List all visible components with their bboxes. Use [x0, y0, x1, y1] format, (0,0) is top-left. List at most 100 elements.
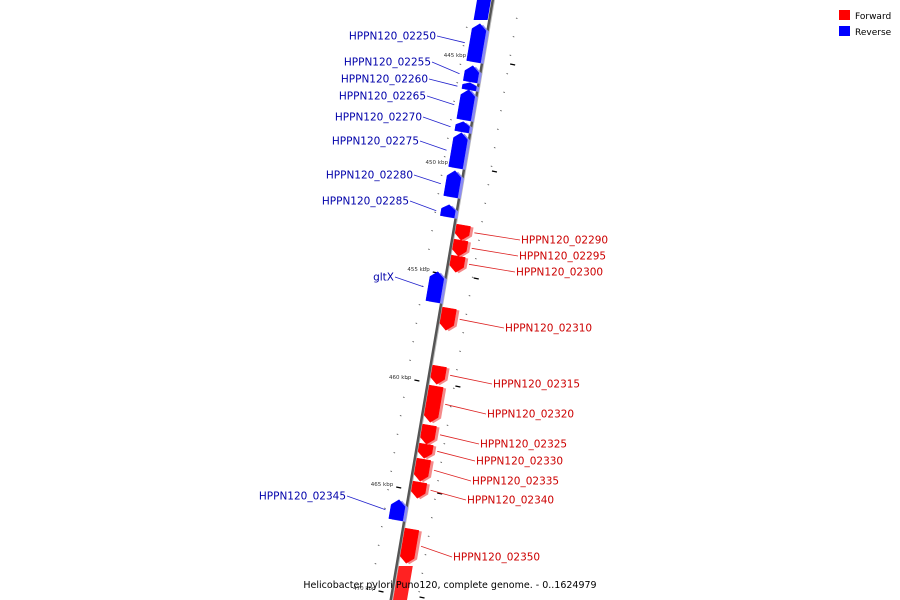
ruler-minor-tick: [428, 248, 430, 250]
gene-arrow-partial-top: [473, 0, 492, 20]
gene-label-hppn120_02255: HPPN120_02255: [344, 57, 431, 69]
ruler-minor-tick: [478, 239, 480, 241]
gene-arrow-hppn120_02350: [399, 527, 420, 564]
ruler-minor-tick: [459, 350, 461, 352]
gene-leader-line: [430, 489, 467, 501]
ruler-minor-tick: [393, 452, 396, 454]
gene-arrow-hppn120_02325: [420, 423, 437, 445]
ruler-minor-tick: [456, 82, 459, 84]
ruler-minor-tick: [387, 489, 389, 491]
gene-arrow-hppn120_02280: [443, 170, 462, 199]
ruler-minor-tick: [452, 387, 455, 389]
ruler-minor-tick: [437, 193, 440, 195]
gene-label-hppn120_02345: HPPN120_02345: [259, 491, 346, 503]
gene-label-hppn120_02315: HPPN120_02315: [493, 379, 580, 391]
ruler-minor-tick: [490, 165, 493, 167]
ruler-minor-tick: [396, 433, 399, 435]
ruler-kbp-label: 465 kbp: [371, 482, 394, 488]
ruler-minor-tick: [484, 202, 487, 204]
ruler-major-tick: [437, 492, 443, 495]
ruler-major-tick: [378, 590, 384, 593]
gene-label-hppn120_02250: HPPN120_02250: [349, 31, 436, 43]
gene-arrow-hppn120_02320: [423, 384, 444, 423]
ruler-major-tick: [455, 385, 461, 388]
gene-arrow-hppn120_02335: [413, 457, 432, 482]
gene-leader-line: [419, 140, 447, 151]
ruler-minor-tick: [449, 406, 452, 408]
ruler-minor-tick: [509, 54, 512, 56]
ruler-minor-tick: [500, 110, 502, 112]
gene-leader-line: [437, 450, 476, 462]
ruler-minor-tick: [406, 378, 408, 380]
ruler-minor-tick: [424, 267, 427, 269]
ruler-minor-tick: [465, 26, 468, 28]
ruler-major-tick: [510, 63, 516, 66]
ruler-kbp-label: 460 kbp: [389, 375, 412, 381]
gene-leader-line: [433, 469, 472, 482]
gene-leader-line: [413, 174, 441, 185]
ruler-major-tick: [491, 170, 498, 173]
gene-leader-line: [422, 116, 451, 128]
gene-label-gltx: gltX: [373, 272, 394, 284]
ruler-major-tick: [473, 277, 479, 280]
gene-label-hppn120_02265: HPPN120_02265: [339, 91, 426, 103]
ruler-minor-tick: [434, 498, 436, 500]
gene-arrow-hppn120_02345: [388, 499, 406, 522]
ruler-minor-tick: [434, 211, 437, 213]
gene-leader-line: [459, 318, 505, 329]
ruler-minor-tick: [440, 461, 443, 463]
ruler-minor-tick: [493, 147, 496, 149]
gene-arrow-hppn120_02295: [452, 238, 469, 257]
gene-label-hppn120_02280: HPPN120_02280: [326, 170, 413, 182]
gene-label-hppn120_02285: HPPN120_02285: [322, 196, 409, 208]
ruler-minor-tick: [512, 36, 515, 38]
ruler-minor-tick: [437, 480, 439, 482]
gene-arrow-hppn120_02315: [430, 364, 447, 385]
gene-arrow-hppn120_02285: [440, 204, 456, 219]
gene-label-hppn120_02320: HPPN120_02320: [487, 409, 574, 421]
ruler-minor-tick: [465, 313, 468, 315]
ruler-minor-tick: [471, 276, 474, 278]
ruler-minor-tick: [443, 156, 446, 158]
gene-label-hppn120_02290: HPPN120_02290: [521, 235, 608, 247]
gene-leader-line: [420, 545, 453, 558]
ruler-minor-tick: [421, 572, 424, 574]
gene-arrow-hppn120_02300: [449, 254, 466, 273]
ruler-minor-tick: [459, 63, 462, 65]
ruler-minor-tick: [431, 230, 433, 232]
ruler-major-tick: [396, 486, 402, 489]
genome-backbone-shadow: [391, 0, 496, 600]
ruler-minor-tick: [446, 424, 449, 426]
ruler-minor-tick: [377, 544, 380, 546]
gene-arrow-hppn120_02265: [456, 89, 475, 122]
ruler-minor-tick: [418, 304, 421, 306]
gene-label-hppn120_02310: HPPN120_02310: [505, 323, 592, 335]
ruler-minor-tick: [390, 470, 393, 472]
gene-arrow-hppn120_02275: [448, 132, 468, 170]
gene-arrow-partial-bottom: [393, 566, 413, 600]
ruler-minor-tick: [440, 174, 443, 176]
gene-leader-line: [409, 200, 437, 212]
gene-arrow-gltx: [425, 271, 445, 304]
gene-label-hppn120_02275: HPPN120_02275: [332, 136, 419, 148]
gene-label-hppn120_02270: HPPN120_02270: [335, 112, 422, 124]
ruler-minor-tick: [462, 45, 465, 47]
ruler-minor-tick: [456, 369, 458, 371]
gene-arrow-hppn120_02340: [411, 480, 428, 499]
gene-leader-line: [428, 78, 458, 87]
gene-label-hppn120_02335: HPPN120_02335: [472, 476, 559, 488]
gene-label-hppn120_02340: HPPN120_02340: [467, 495, 554, 507]
gene-arrow-hppn120_02330: [417, 442, 434, 459]
ruler-minor-tick: [409, 359, 411, 361]
gene-label-hppn120_02295: HPPN120_02295: [519, 251, 606, 263]
gene-leader-line: [474, 232, 521, 241]
ruler-minor-tick: [515, 17, 518, 19]
gene-arrow-hppn120_02270: [454, 121, 470, 134]
ruler-minor-tick: [374, 563, 377, 565]
ruler-kbp-label: 455 kbp: [407, 267, 430, 273]
gene-label-hppn120_02330: HPPN120_02330: [476, 456, 563, 468]
ruler-minor-tick: [380, 526, 383, 528]
ruler-kbp-label: 445 kbp: [444, 53, 467, 59]
